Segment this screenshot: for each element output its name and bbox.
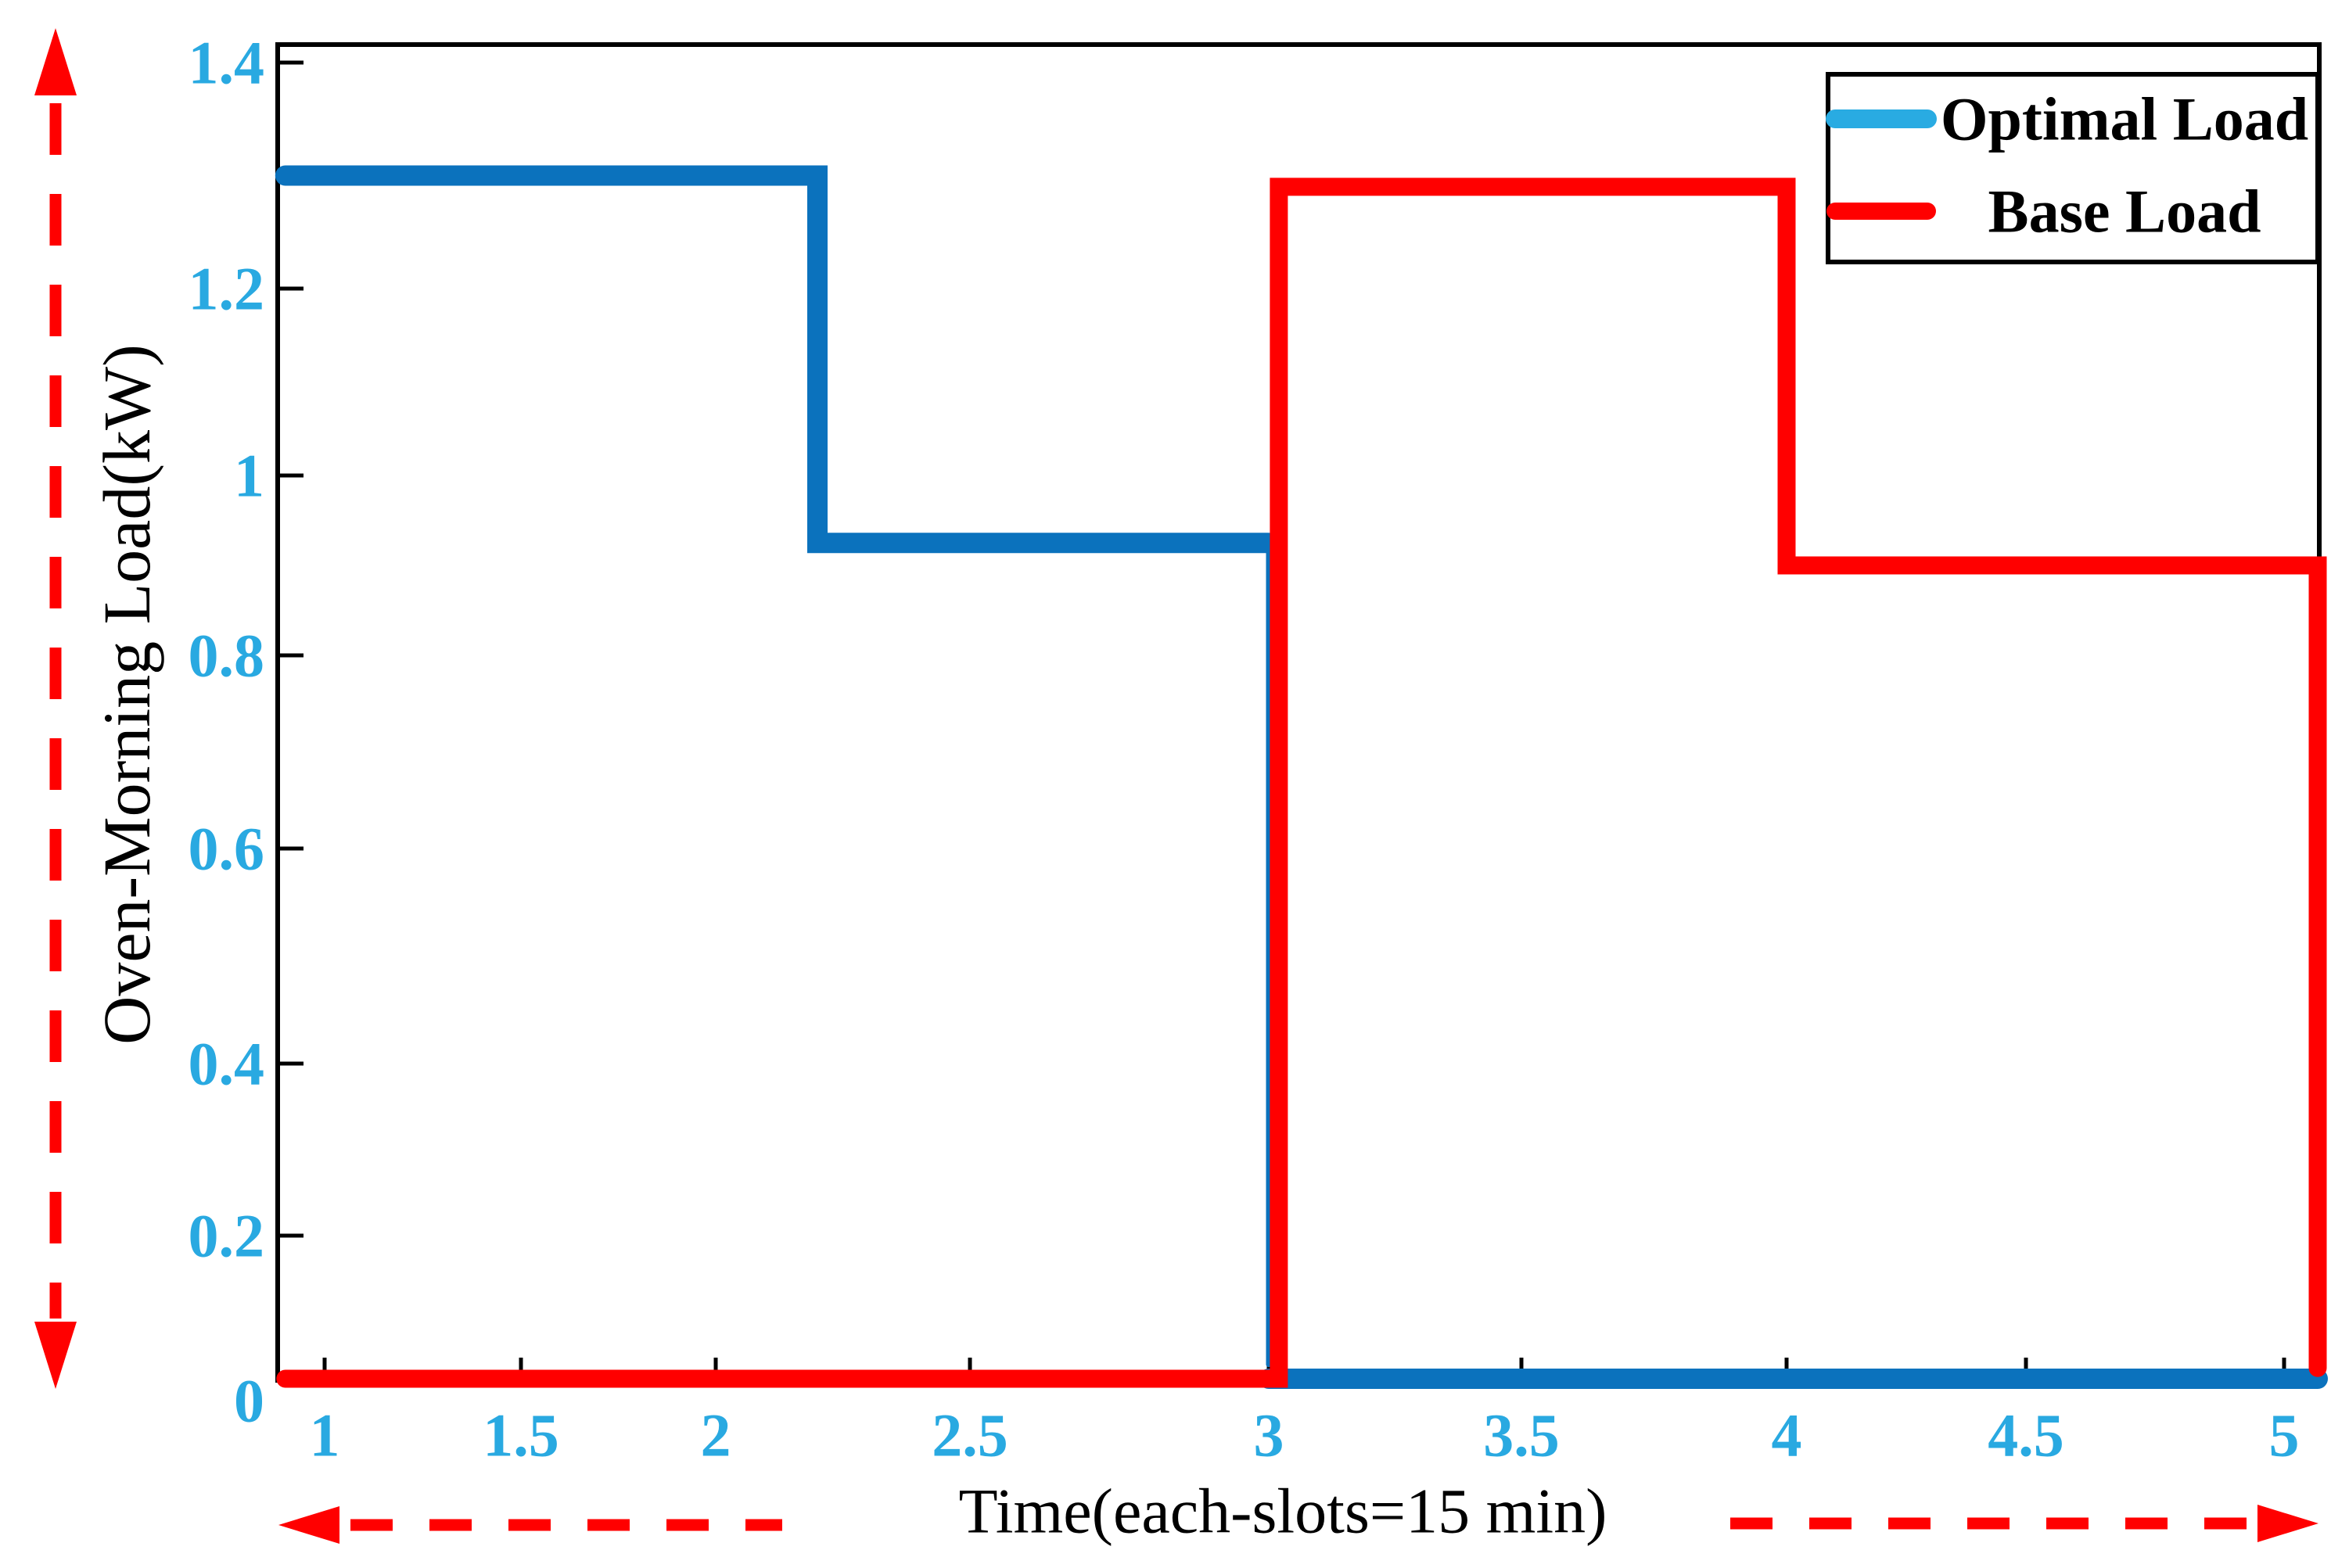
series-line: [275, 165, 1279, 554]
y-tick-label: 1: [234, 442, 264, 510]
x-tick-label: 3: [1254, 1401, 1284, 1469]
y-axis-label: Oven-Morning Load(kW): [89, 344, 164, 1045]
x-axis-range-arrow-right: [1730, 1505, 2318, 1542]
arrow-down-icon: [34, 1322, 77, 1389]
y-axis-range-arrow: [34, 28, 77, 1389]
x-axis-label: Time(each-slots=15 min): [959, 1476, 1607, 1547]
legend-label-optimal-load: Optimal Load: [1941, 85, 2308, 153]
arrow-right-icon: [2257, 1505, 2318, 1542]
series-base-load: [276, 178, 2327, 1388]
y-tick-label: 0.4: [189, 1030, 265, 1098]
y-tick-label: 0.6: [189, 815, 265, 883]
arrow-up-icon: [34, 28, 77, 95]
x-tick-label: 2.5: [932, 1401, 1008, 1469]
legend-box: [1826, 72, 2320, 264]
x-tick-label: 3.5: [1483, 1401, 1560, 1469]
x-tick-label: 1.5: [483, 1401, 559, 1469]
x-ticks: 1 1.5 2 2.5 3 3.5 4 4.5 5: [310, 1358, 2300, 1469]
x-tick-label: 4: [1772, 1401, 1802, 1469]
legend-label-base-load: Base Load: [1988, 178, 2261, 246]
y-tick-label: 1.4: [189, 29, 265, 97]
x-tick-label: 2: [701, 1401, 731, 1469]
x-tick-label: 1: [310, 1401, 340, 1469]
y-tick-label: 1.2: [189, 255, 265, 323]
y-tick-label: 0: [234, 1367, 264, 1435]
x-tick-label: 5: [2269, 1401, 2300, 1469]
y-tick-label: 0.8: [189, 622, 265, 690]
series-optimal-load: [275, 165, 2328, 1389]
legend: Optimal Load Base Load: [1826, 72, 2320, 264]
y-ticks: 0 0.2 0.4 0.6 0.8 1 1.2 1.4: [189, 29, 304, 1435]
x-tick-label: 4.5: [1988, 1401, 2064, 1469]
series-line: [276, 178, 2327, 1388]
arrow-left-icon: [278, 1506, 339, 1544]
x-axis-range-arrow-left: [278, 1506, 782, 1544]
y-tick-label: 0.2: [189, 1202, 265, 1270]
